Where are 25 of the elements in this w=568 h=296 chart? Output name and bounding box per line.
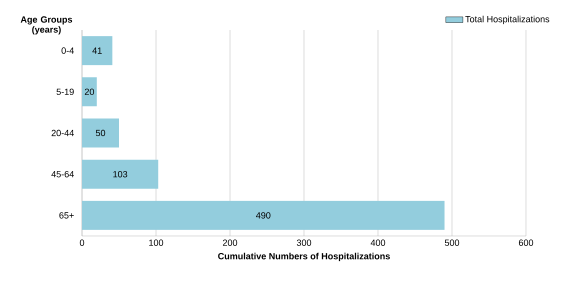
y-tick-label: 45-64 xyxy=(51,171,74,178)
x-tick-label: 200 xyxy=(222,240,238,246)
x-tick-label: 300 xyxy=(296,240,312,246)
x-tick-label: 500 xyxy=(444,240,460,246)
x-tick-label: 0 xyxy=(80,240,84,246)
data-label: 50 xyxy=(96,130,106,136)
data-label: 20 xyxy=(84,88,94,95)
bar xyxy=(82,36,112,66)
x-tick-label: 100 xyxy=(149,240,164,246)
y-tick-label: 65+ xyxy=(59,212,74,219)
legend-label: Total Hospitalizations xyxy=(465,16,550,24)
data-label: 490 xyxy=(256,212,270,219)
y-tick-label: 20-44 xyxy=(52,130,74,136)
bar xyxy=(82,118,120,148)
x-axis-title: Cumulative Numbers of Hospitalizations xyxy=(218,252,390,262)
data-label: 103 xyxy=(113,171,128,178)
y-tick-label: 5-19 xyxy=(56,88,74,95)
bar xyxy=(82,200,445,230)
x-tick-label: 600 xyxy=(518,240,534,246)
bar xyxy=(82,160,158,189)
data-label: 41 xyxy=(92,48,102,54)
bar xyxy=(82,77,97,106)
x-tick-label: 400 xyxy=(370,240,386,246)
y-tick-label: 0-4 xyxy=(62,47,74,54)
y-axis-title: Age Groups (years) xyxy=(20,16,72,34)
